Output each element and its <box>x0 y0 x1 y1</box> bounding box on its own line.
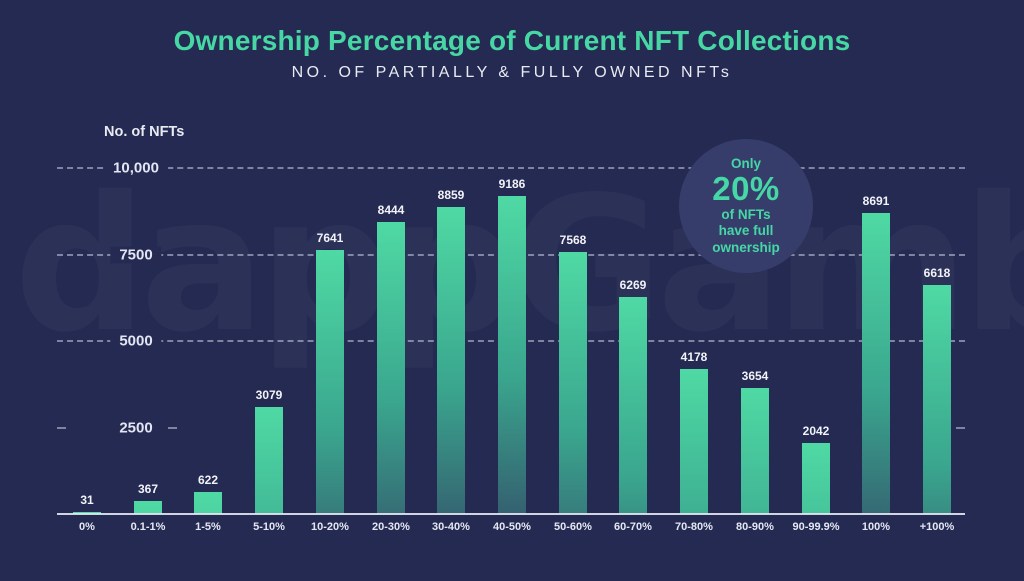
bar-value-label: 6269 <box>619 278 647 292</box>
x-axis-label: 100% <box>861 521 891 533</box>
bar-value-label: 6618 <box>923 266 951 280</box>
bar-40-50% <box>498 196 526 514</box>
bar-90-99.9% <box>802 443 830 514</box>
badge-line-percentage: 20% <box>712 170 780 208</box>
bar-value-label: 8859 <box>437 188 465 202</box>
bar-0.1-1% <box>134 501 162 514</box>
x-axis-label: 0.1-1% <box>130 521 166 533</box>
y-axis-title: No. of NFTs <box>104 124 185 140</box>
x-axis-label: 70-80% <box>675 521 713 533</box>
y-tick-label: 5000 <box>110 332 162 350</box>
bar-value-label: 4178 <box>680 350 708 364</box>
bar-5-10% <box>255 407 283 514</box>
x-axis-label: 20-30% <box>372 521 410 533</box>
y-tick-label: 10,000 <box>104 159 168 177</box>
x-axis-label: 50-60% <box>554 521 592 533</box>
bar-10-20% <box>316 250 344 514</box>
x-axis-label: 90-99.9% <box>792 521 840 533</box>
gridline-tick <box>168 427 177 429</box>
bar-value-label: 7568 <box>559 233 587 247</box>
badge-line-ownership: ownership <box>712 239 780 255</box>
badge-line-have-full: have full <box>718 223 774 239</box>
bar-value-label: 8444 <box>377 203 405 217</box>
x-axis-label: +100% <box>919 521 955 533</box>
bar-80-90% <box>741 388 769 514</box>
x-axis-label: 5-10% <box>253 521 285 533</box>
bar-value-label: 622 <box>197 473 219 487</box>
bar-value-label: 31 <box>80 493 94 507</box>
bar-value-label: 367 <box>137 482 159 496</box>
page-title: Ownership Percentage of Current NFT Coll… <box>173 25 851 56</box>
bar-value-label: 3079 <box>255 388 283 402</box>
bar-50-60% <box>559 252 587 514</box>
bar-60-70% <box>619 297 647 514</box>
x-axis-label: 0% <box>79 521 95 533</box>
bar-value-label: 2042 <box>802 424 830 438</box>
bar-30-40% <box>437 207 465 514</box>
x-axis-label: 80-90% <box>736 521 774 533</box>
badge-line-only: Only <box>730 155 761 171</box>
x-axis-label: 60-70% <box>614 521 652 533</box>
y-tick-label: 7500 <box>110 246 162 264</box>
badge-line-of-nfts: of NFTs <box>721 206 771 222</box>
x-axis-label: 40-50% <box>493 521 531 533</box>
x-axis-label: 1-5% <box>195 521 221 533</box>
bar-70-80% <box>680 369 708 514</box>
x-axis-label: 30-40% <box>432 521 470 533</box>
bar-100% <box>862 213 890 514</box>
bar-value-label: 3654 <box>741 369 769 383</box>
page-subtitle: NO. OF PARTIALLY & FULLY OWNED NFTs <box>291 64 733 81</box>
gridline <box>57 167 965 169</box>
bar-+100% <box>923 285 951 514</box>
bar-value-label: 8691 <box>862 194 890 208</box>
bar-20-30% <box>377 222 405 514</box>
y-tick-label: 2500 <box>110 419 162 437</box>
highlight-badge: Only 20% of NFTs have full ownership <box>679 139 813 273</box>
bar-value-label: 9186 <box>498 177 526 191</box>
x-axis-label: 10-20% <box>311 521 349 533</box>
gridline-tick <box>57 427 66 429</box>
x-axis-line <box>57 513 965 515</box>
gridline-tick <box>956 427 965 429</box>
bar-value-label: 7641 <box>316 231 344 245</box>
bar-1-5% <box>194 492 222 514</box>
